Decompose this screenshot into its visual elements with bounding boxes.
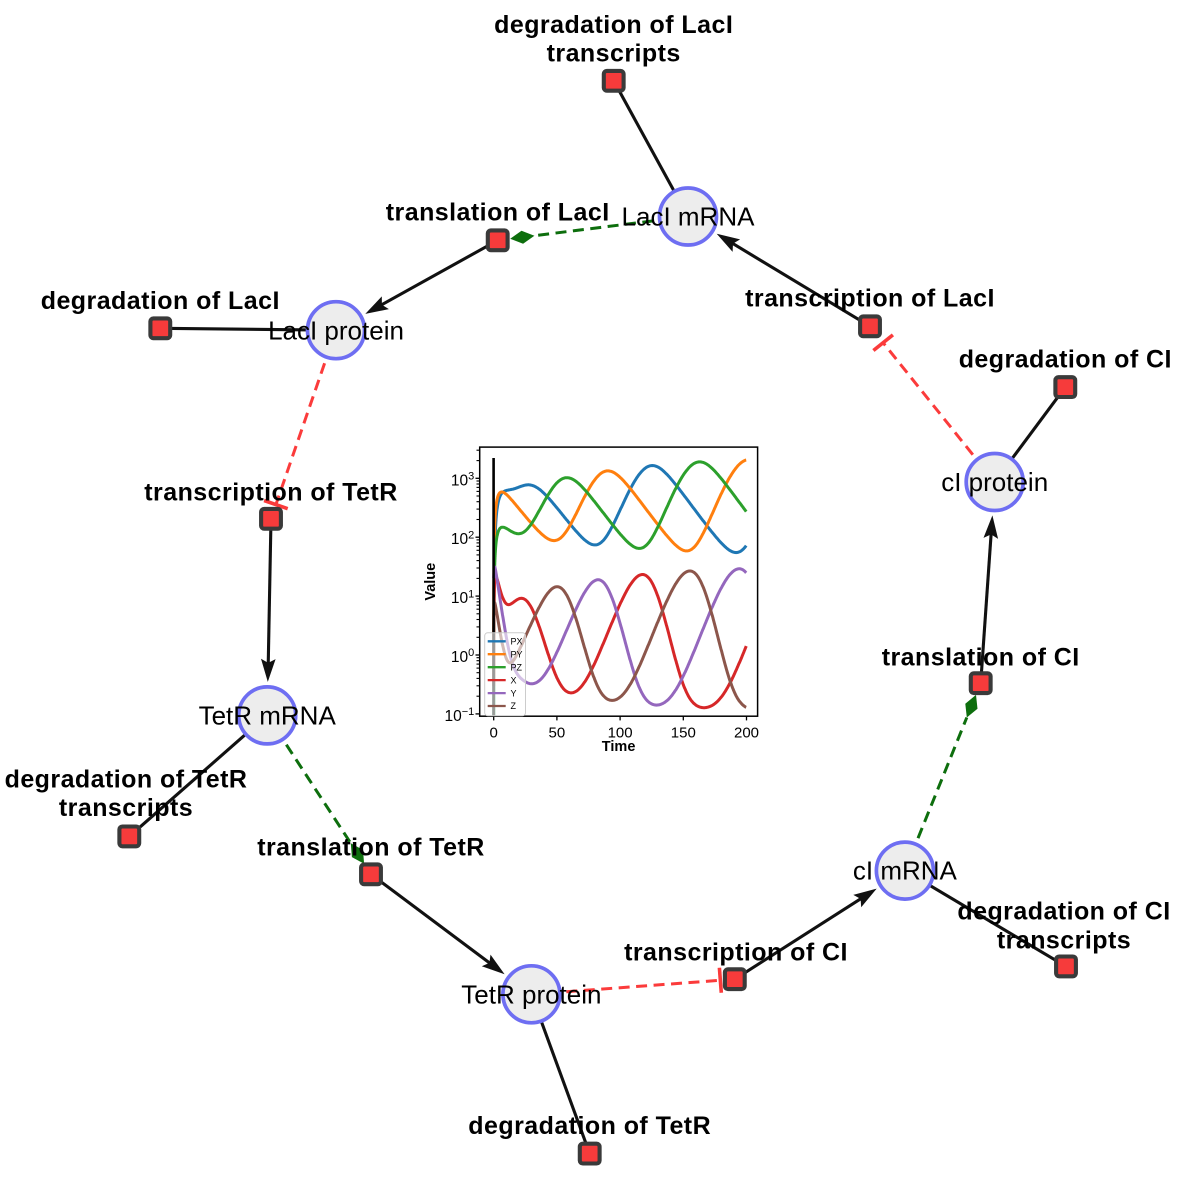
svg-text:degradation of TetR: degradation of TetR	[5, 766, 248, 794]
svg-text:degradation of CI: degradation of CI	[957, 898, 1170, 926]
svg-text:translation of LacI: translation of LacI	[386, 199, 610, 227]
svg-text:degradation of LacI: degradation of LacI	[494, 11, 733, 39]
svg-text:translation of TetR: translation of TetR	[257, 834, 485, 862]
svg-text:PX: PX	[511, 637, 523, 647]
svg-text:degradation of LacI: degradation of LacI	[41, 287, 280, 315]
svg-text:Z: Z	[511, 701, 517, 711]
svg-text:translation of CI: translation of CI	[882, 644, 1080, 672]
svg-text:TetR protein: TetR protein	[461, 979, 601, 1009]
svg-text:150: 150	[671, 725, 696, 742]
svg-text:transcription of CI: transcription of CI	[624, 939, 848, 967]
svg-text:degradation of TetR: degradation of TetR	[468, 1112, 711, 1140]
svg-text:50: 50	[549, 725, 566, 742]
svg-text:PZ: PZ	[511, 662, 523, 672]
svg-text:transcription of TetR: transcription of TetR	[144, 479, 397, 507]
svg-text:cI mRNA: cI mRNA	[853, 856, 958, 886]
svg-text:PY: PY	[511, 650, 523, 660]
svg-text:0: 0	[490, 725, 498, 742]
svg-text:100: 100	[608, 725, 633, 742]
svg-text:transcripts: transcripts	[59, 794, 193, 822]
svg-text:Y: Y	[511, 688, 517, 698]
svg-text:transcription of LacI: transcription of LacI	[745, 285, 995, 313]
svg-text:LacI protein: LacI protein	[268, 315, 404, 345]
svg-text:transcripts: transcripts	[547, 40, 681, 68]
svg-text:X: X	[511, 675, 517, 685]
svg-text:Time: Time	[602, 739, 636, 755]
svg-text:LacI mRNA: LacI mRNA	[622, 202, 756, 232]
svg-text:Value: Value	[423, 563, 439, 601]
svg-text:TetR mRNA: TetR mRNA	[199, 701, 337, 731]
svg-text:200: 200	[734, 725, 759, 742]
svg-text:transcripts: transcripts	[997, 927, 1131, 955]
svg-text:cI protein: cI protein	[941, 467, 1048, 497]
svg-text:degradation of CI: degradation of CI	[959, 346, 1172, 374]
